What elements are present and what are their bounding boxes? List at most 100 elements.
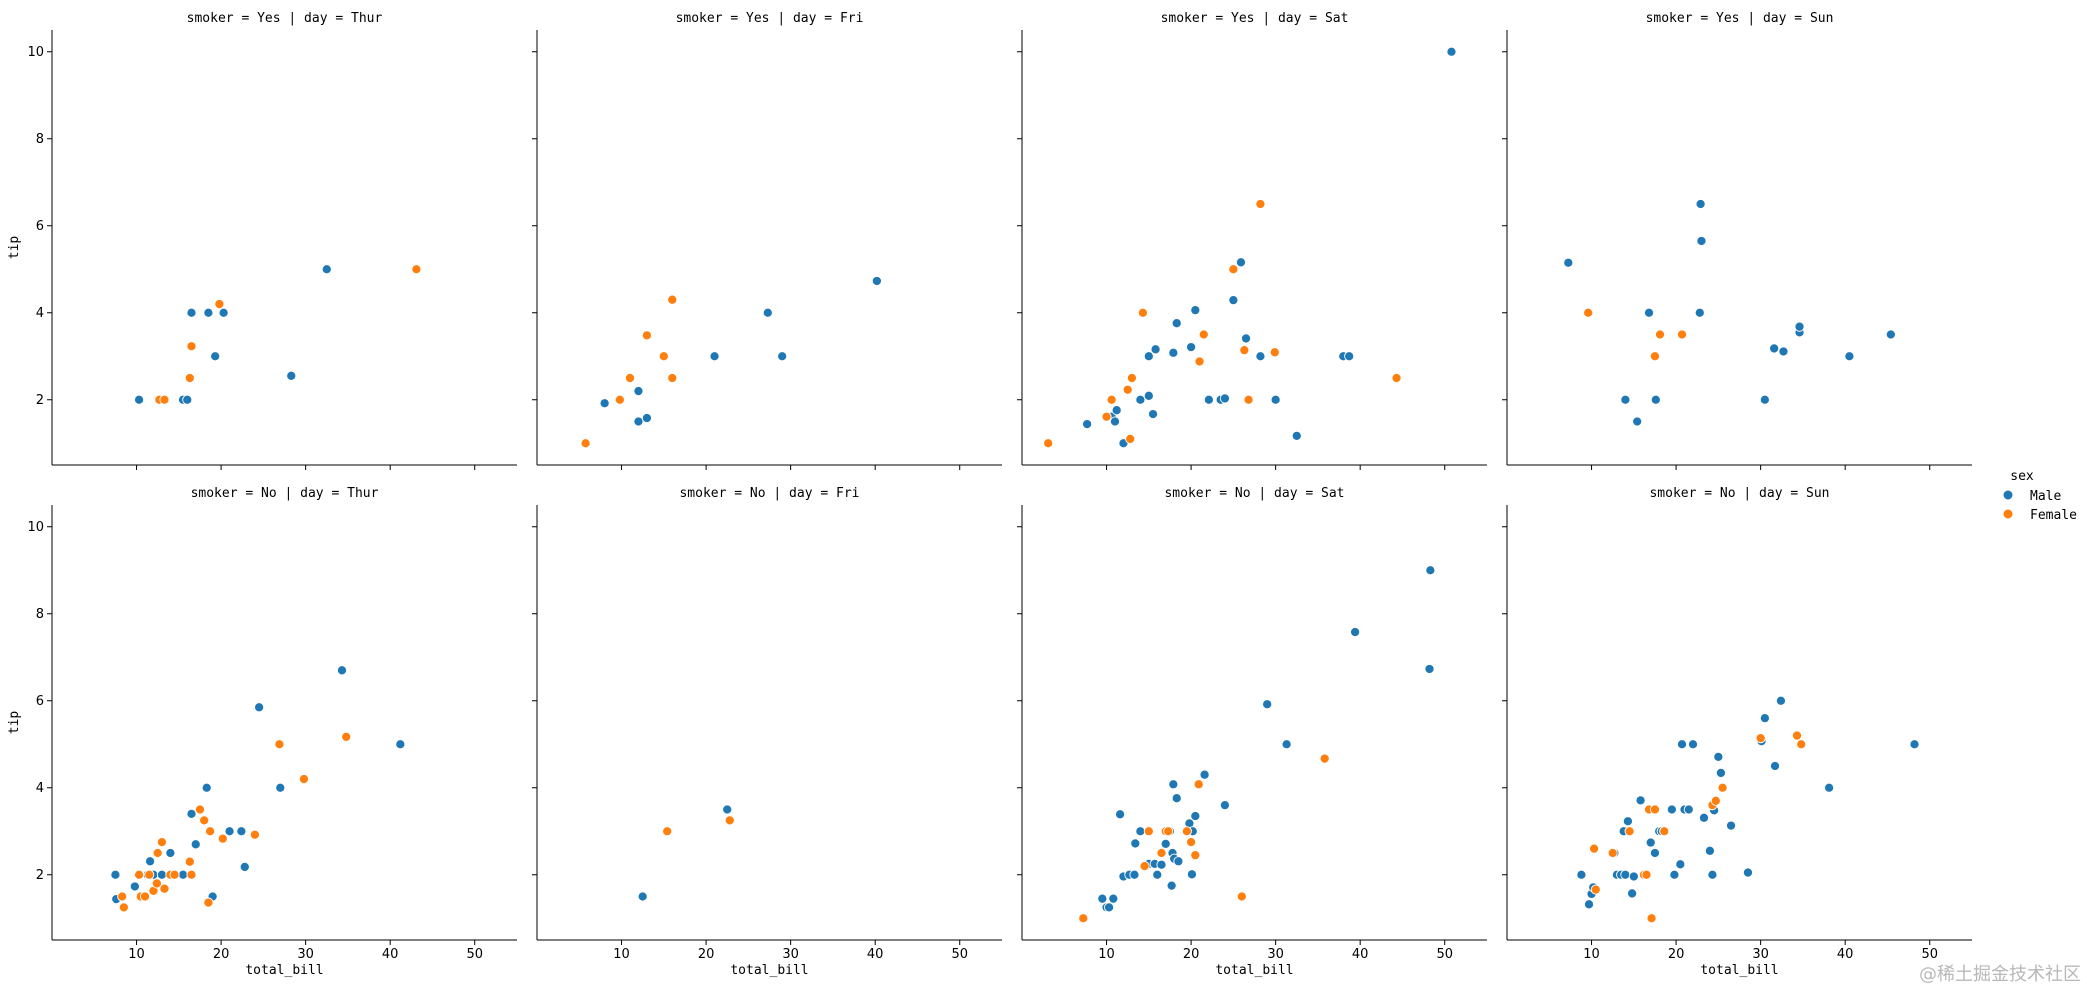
data-point-female — [667, 294, 678, 305]
data-point-female — [1125, 433, 1136, 444]
data-point-male — [1844, 351, 1855, 362]
facet-panel-5: smoker = No | day = Thur 2 4 6 8 10 10 20 30 40 50… — [7, 486, 517, 978]
data-point-male — [1759, 713, 1770, 724]
facet-panel-6: smoker = No | day = Fri 10 20 30 40 50 total_b… — [532, 486, 1002, 978]
data-point-male — [1186, 869, 1197, 880]
data-point-female — [159, 883, 170, 894]
data-point-female — [1646, 913, 1657, 924]
data-point-female — [341, 731, 352, 742]
data-point-male — [1446, 46, 1457, 57]
data-point-male — [1150, 344, 1161, 355]
facet-title: smoker = Yes | day = Thur — [187, 11, 383, 26]
data-point-female — [186, 341, 197, 352]
y-axis-label: tip — [7, 711, 22, 735]
data-point-female — [152, 847, 163, 859]
data-point-female — [1139, 861, 1150, 872]
data-point-female — [1649, 351, 1661, 362]
data-point-male — [145, 856, 156, 867]
data-point-male — [1759, 394, 1770, 405]
data-point-female — [1791, 730, 1803, 741]
data-point-male — [1576, 869, 1587, 880]
legend-title: sex — [2010, 469, 2034, 484]
data-point-male — [777, 351, 788, 362]
data-point-male — [210, 351, 221, 362]
data-point-male — [1160, 838, 1171, 849]
data-point-male — [1143, 351, 1154, 362]
data-point-male — [1152, 869, 1163, 880]
y-tick-label: 6 — [36, 694, 44, 709]
y-tick-label: 2 — [36, 393, 44, 408]
data-point-female — [1243, 394, 1254, 405]
data-point-male — [1620, 394, 1631, 405]
data-point-female — [1198, 329, 1209, 340]
data-point-male — [1675, 859, 1686, 870]
data-point-male — [1643, 307, 1655, 318]
data-point-male — [1713, 751, 1724, 762]
data-point-female — [1190, 850, 1201, 861]
data-point-male — [1742, 867, 1754, 878]
data-point-female — [1236, 891, 1247, 902]
data-point-male — [1778, 346, 1789, 357]
data-point-male — [110, 869, 121, 880]
data-point-male — [1166, 880, 1177, 891]
data-point-male — [1190, 305, 1201, 316]
data-point-male — [275, 782, 286, 793]
data-point-female — [1193, 779, 1204, 790]
facet-title: smoker = No | day = Sun — [1649, 486, 1829, 501]
facet-panels: smoker = Yes | day = Thur246810tipsmoker… — [7, 11, 1972, 978]
data-point-male — [1909, 739, 1920, 750]
data-point-male — [1281, 739, 1292, 750]
data-point-male — [1115, 809, 1126, 820]
facet-title: smoker = No | day = Sat — [1164, 486, 1344, 501]
data-point-female — [1181, 826, 1192, 837]
data-point-male — [1424, 663, 1435, 675]
data-point-male — [709, 351, 720, 362]
data-point-male — [599, 398, 610, 409]
data-point-female — [614, 394, 625, 405]
data-point-male — [1350, 626, 1361, 638]
data-point-female — [169, 869, 180, 880]
data-point-female — [1391, 372, 1402, 384]
data-point-female — [1106, 394, 1117, 405]
x-tick-label: 20 — [213, 947, 230, 962]
data-point-male — [722, 804, 733, 815]
data-point-male — [177, 869, 189, 880]
data-point-female — [205, 826, 216, 837]
data-point-male — [1130, 838, 1141, 849]
data-point-male — [1775, 695, 1786, 706]
watermark: @稀土掘金技术社区 — [1919, 964, 2081, 985]
facet-panel-3: smoker = Yes | day = Sat — [1017, 11, 1487, 470]
data-point-male — [1676, 739, 1688, 750]
data-point-female — [1078, 913, 1089, 924]
data-point-male — [637, 891, 648, 902]
x-axis-label: total_bill — [245, 963, 323, 978]
data-point-female — [1122, 384, 1133, 395]
data-point-female — [1755, 733, 1766, 744]
data-point-female — [1676, 329, 1688, 340]
data-point-female — [144, 869, 155, 880]
data-point-female — [117, 891, 128, 902]
data-point-male — [129, 881, 140, 892]
y-tick-label: 6 — [36, 219, 44, 234]
data-point-female — [156, 837, 167, 848]
data-point-male — [1725, 820, 1737, 831]
data-point-male — [1704, 845, 1715, 856]
data-point-male — [641, 412, 652, 424]
legend: sex Male Female — [2002, 469, 2077, 523]
data-point-male — [218, 307, 229, 318]
facet-panel-2: smoker = Yes | day = Fri — [532, 11, 1002, 470]
data-point-male — [1082, 419, 1093, 430]
data-point-male — [1171, 793, 1182, 804]
data-point-male — [1635, 795, 1646, 806]
data-point-male — [1769, 343, 1780, 354]
data-point-female — [214, 298, 225, 310]
data-point-male — [1108, 893, 1119, 904]
x-axis-label: total_bill — [730, 963, 808, 978]
legend-marker-male — [2002, 489, 2014, 501]
data-point-female — [1607, 847, 1618, 859]
x-axis-label: total_bill — [1215, 963, 1293, 978]
data-point-female — [1641, 869, 1652, 880]
data-point-male — [1632, 416, 1643, 427]
data-point-male — [1687, 739, 1699, 750]
